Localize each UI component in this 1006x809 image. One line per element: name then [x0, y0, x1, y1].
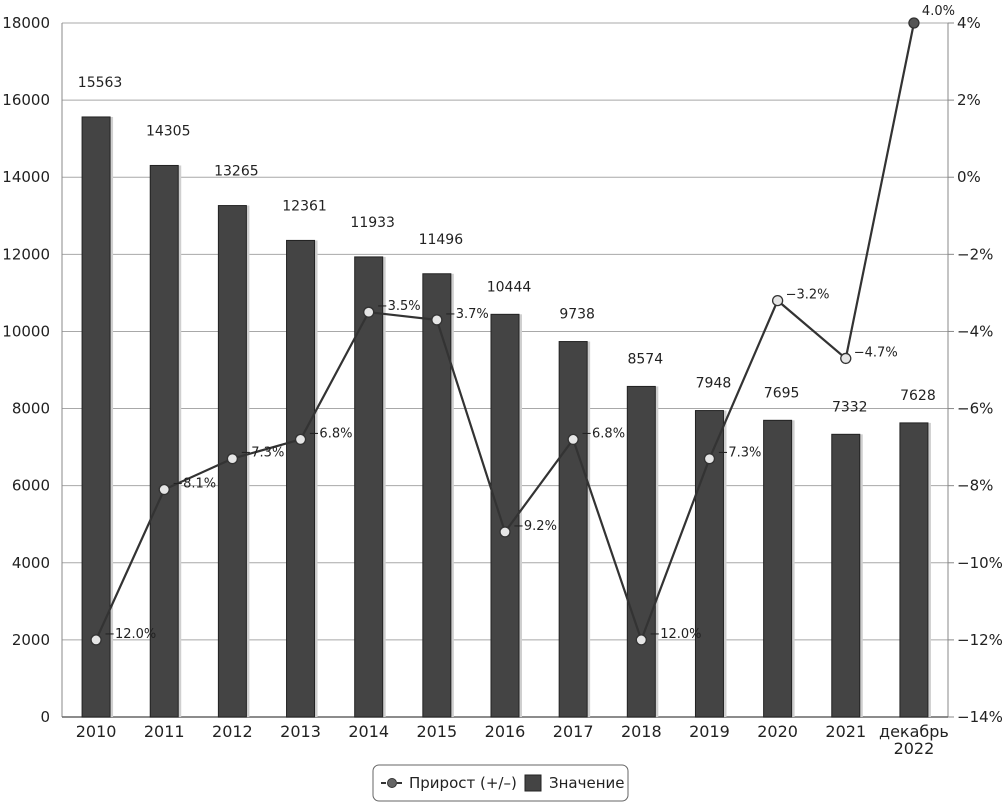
y-tick-label: 10000: [2, 322, 50, 340]
bar-value-label: 7695: [764, 385, 800, 401]
x-tick-label: 2012: [212, 722, 253, 741]
bar: [149, 164, 179, 718]
bar-value-label: 7948: [696, 376, 732, 392]
x-tick-label: 2010: [76, 722, 117, 741]
legend: Прирост (+/–) Значение: [372, 764, 629, 802]
y-tick-label: 12000: [2, 245, 50, 263]
bar-value-label: 7332: [832, 399, 868, 415]
bar-value-label: 10444: [487, 279, 532, 295]
bar-value-label: 8574: [627, 351, 663, 367]
y2-tick-label: 2%: [957, 91, 981, 109]
y2-tick-label: −8%: [957, 477, 993, 495]
bar-value-label: 11496: [419, 232, 464, 248]
x-tick-label: 2016: [485, 722, 526, 741]
x-tick-label: 2021: [825, 722, 866, 741]
growth-point: [226, 453, 239, 465]
bar-value-label: 9738: [559, 307, 595, 323]
y2-tick-label: −10%: [957, 554, 1003, 572]
x-tick-label: 2019: [689, 722, 730, 741]
bar-value-label: 14305: [146, 123, 191, 139]
y2-tick-label: −14%: [957, 708, 1003, 726]
y-tick-label: 16000: [2, 91, 50, 109]
growth-point: [840, 352, 852, 365]
x-tick-label: 2015: [416, 722, 457, 741]
x-tick-label: 2017: [553, 722, 594, 741]
legend-box: [372, 764, 629, 802]
growth-value-label: −9.2%: [513, 519, 557, 534]
y2-tick-label: −2%: [957, 245, 993, 263]
growth-point: [363, 306, 375, 318]
bar: [422, 273, 452, 718]
bar-value-label: 12361: [282, 198, 327, 214]
bar: [899, 422, 929, 718]
bar-value-label: 13265: [214, 164, 259, 180]
y-tick-label: 0: [40, 708, 50, 726]
y-tick-label: 8000: [12, 400, 50, 418]
bar-value-label: 7628: [900, 388, 936, 404]
growth-point: [499, 526, 511, 538]
y2-tick-label: 4%: [957, 14, 981, 32]
x-tick-label: декабрь 2022: [879, 722, 949, 758]
growth-value-label: −7.3%: [240, 446, 284, 461]
x-tick-label: 2011: [144, 722, 185, 741]
bar: [354, 256, 384, 718]
y-tick-label: 6000: [12, 477, 50, 495]
legend-bar-swatch: [524, 774, 542, 792]
y-tick-label: 18000: [2, 14, 50, 32]
bar: [558, 341, 588, 718]
bar: [490, 313, 520, 718]
y2-tick-label: −6%: [957, 400, 993, 418]
x-tick-label: 2014: [348, 722, 389, 741]
growth-value-label: −4.7%: [854, 345, 898, 360]
growth-point: [908, 17, 920, 29]
growth-value-label: 4.0%: [922, 4, 955, 19]
growth-point: [703, 453, 716, 465]
bar: [763, 419, 793, 718]
growth-point: [771, 294, 784, 307]
growth-point: [158, 483, 170, 496]
y-tick-label: 4000: [12, 554, 50, 572]
growth-point: [567, 433, 579, 446]
y-tick-label: 2000: [12, 631, 50, 649]
y2-tick-label: 0%: [957, 168, 981, 186]
legend-label: Значение: [549, 774, 625, 792]
growth-value-label: −7.3%: [717, 446, 761, 461]
x-tick-label: 2018: [621, 722, 662, 741]
y-tick-label: 14000: [2, 168, 50, 186]
x-tick-label: 2013: [280, 722, 321, 741]
bar-value-label: 11933: [350, 215, 395, 231]
growth-value-label: −3.2%: [786, 288, 830, 303]
y2-tick-label: −12%: [957, 631, 1003, 649]
growth-value-label: −8.1%: [172, 477, 216, 492]
y2-tick-label: −4%: [957, 322, 993, 340]
growth-value-label: −6.8%: [309, 426, 353, 441]
x-tick-label: 2020: [757, 722, 798, 741]
bar: [286, 239, 316, 718]
growth-value-label: −12.0%: [649, 627, 701, 642]
bar: [831, 433, 861, 718]
growth-value-label: −6.8%: [581, 426, 625, 441]
growth-point: [431, 314, 443, 326]
bar-value-label: 15563: [78, 75, 123, 91]
growth-value-label: −3.7%: [445, 307, 489, 322]
growth-point: [90, 634, 102, 646]
growth-value-label: −3.5%: [377, 299, 421, 314]
growth-point: [635, 634, 647, 646]
growth-value-label: −12.0%: [104, 627, 156, 642]
legend-label: Прирост (+/–): [409, 774, 517, 792]
bar: [626, 385, 656, 718]
legend-line-marker: [387, 778, 397, 788]
growth-point: [294, 433, 307, 446]
